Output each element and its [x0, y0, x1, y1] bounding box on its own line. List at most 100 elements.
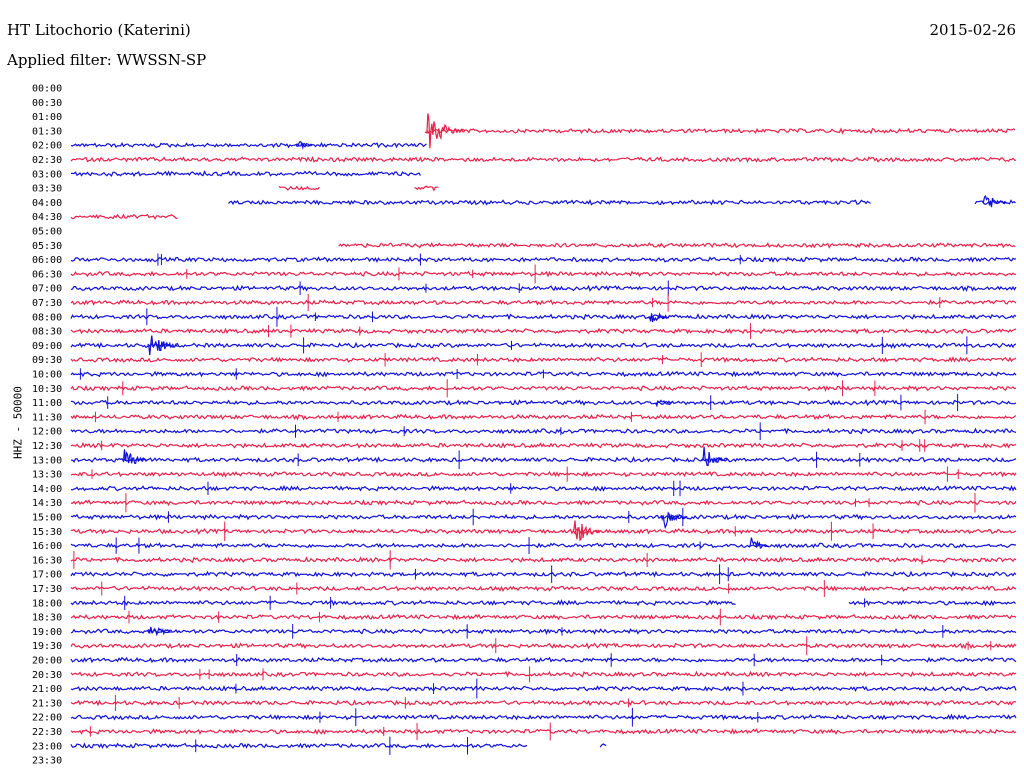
time-label: 23:30	[32, 756, 62, 767]
time-label: 02:00	[32, 141, 62, 152]
plot-date: 2015-02-26	[929, 21, 1016, 39]
time-label: 02:30	[32, 155, 62, 166]
trace-line	[70, 155, 1017, 163]
trace-line	[70, 441, 1017, 449]
trace-line	[70, 341, 1017, 349]
time-label: 19:30	[32, 641, 62, 652]
trace-line	[278, 185, 320, 191]
trace-line	[70, 413, 1017, 421]
time-label: 10:30	[32, 384, 62, 395]
trace-line	[70, 170, 422, 177]
seismic-event	[660, 511, 688, 530]
seismic-event	[572, 520, 602, 542]
time-label: 22:30	[32, 727, 62, 738]
trace-line	[70, 484, 1017, 492]
time-label: 04:00	[32, 198, 62, 209]
station-title: HT Litochorio (Katerini)	[7, 21, 191, 39]
time-axis-labels: 00:00 00:30 01:00 01:30 02:00 02:30 03:00 03:30…	[32, 84, 62, 767]
time-label: 20:30	[32, 670, 62, 681]
trace-line	[70, 728, 1017, 735]
trace-line	[70, 642, 1017, 650]
time-label: 06:30	[32, 269, 62, 280]
trace-line	[70, 699, 1017, 707]
trace-line	[848, 599, 1016, 607]
time-label: 23:00	[32, 741, 62, 752]
trace-line	[70, 656, 1017, 664]
time-label: 12:30	[32, 441, 62, 452]
time-label: 18:00	[32, 598, 62, 609]
time-label: 01:30	[32, 126, 62, 137]
time-label: 00:30	[32, 98, 62, 109]
time-label: 15:30	[32, 527, 62, 538]
seismic-event	[424, 113, 466, 149]
time-label: 09:00	[32, 341, 62, 352]
trace-line	[70, 456, 1017, 464]
trace-line	[70, 299, 1017, 306]
trace-line	[70, 670, 1017, 678]
trace-line	[70, 213, 178, 220]
trace-line	[70, 742, 528, 750]
time-label: 01:00	[32, 112, 62, 123]
time-label: 09:30	[32, 355, 62, 366]
trace-line	[70, 427, 1017, 435]
trace-line	[70, 685, 1017, 692]
seismic-event	[122, 449, 148, 464]
time-label: 14:30	[32, 498, 62, 509]
trace-line	[70, 499, 1017, 507]
seismic-event	[654, 399, 673, 408]
trace-line	[70, 356, 1017, 364]
seismic-event	[147, 335, 178, 356]
time-label: 04:30	[32, 212, 62, 223]
trace-line	[974, 199, 1016, 205]
trace-line	[70, 284, 1017, 292]
trace-line	[70, 470, 1017, 478]
time-label: 18:30	[32, 613, 62, 624]
channel-label: HHZ - 50000	[11, 386, 25, 459]
seismic-traces	[70, 113, 1017, 755]
trace-line	[70, 585, 1017, 593]
trace-line	[70, 513, 1017, 521]
time-label: 21:30	[32, 698, 62, 709]
time-label: 11:00	[32, 398, 62, 409]
time-label: 08:00	[32, 312, 62, 323]
time-label: 19:00	[32, 627, 62, 638]
trace-line	[70, 628, 1017, 635]
trace-line	[414, 185, 439, 192]
time-label: 17:00	[32, 570, 62, 581]
trace-line	[338, 242, 1016, 249]
time-label: 07:00	[32, 284, 62, 295]
time-label: 13:30	[32, 470, 62, 481]
time-label: 15:00	[32, 513, 62, 524]
trace-line	[70, 599, 736, 607]
trace-line	[70, 141, 427, 149]
trace-line	[70, 556, 1017, 564]
trace-line	[70, 713, 1017, 721]
time-label: 00:00	[32, 84, 62, 95]
time-label: 20:00	[32, 656, 62, 667]
seismic-event	[701, 446, 729, 467]
time-label: 21:00	[32, 684, 62, 695]
time-label: 22:00	[32, 713, 62, 724]
seismic-event	[147, 626, 172, 637]
trace-line	[70, 327, 1017, 335]
trace-line	[70, 399, 1017, 407]
trace-line	[599, 743, 607, 748]
time-label: 17:30	[32, 584, 62, 595]
trace-line	[70, 384, 1017, 392]
trace-line	[70, 527, 1017, 536]
time-label: 05:00	[32, 227, 62, 238]
time-label: 12:00	[32, 427, 62, 438]
time-label: 03:00	[32, 169, 62, 180]
time-label: 16:00	[32, 541, 62, 552]
time-label: 07:30	[32, 298, 62, 309]
time-label: 11:30	[32, 412, 62, 423]
trace-line	[70, 256, 1017, 264]
time-label: 03:30	[32, 184, 62, 195]
time-label: 06:00	[32, 255, 62, 266]
time-label: 14:00	[32, 484, 62, 495]
trace-line	[70, 270, 1017, 278]
trace-line	[228, 198, 871, 206]
time-label: 05:30	[32, 241, 62, 252]
time-label: 08:30	[32, 327, 62, 338]
trace-line	[70, 542, 1016, 549]
